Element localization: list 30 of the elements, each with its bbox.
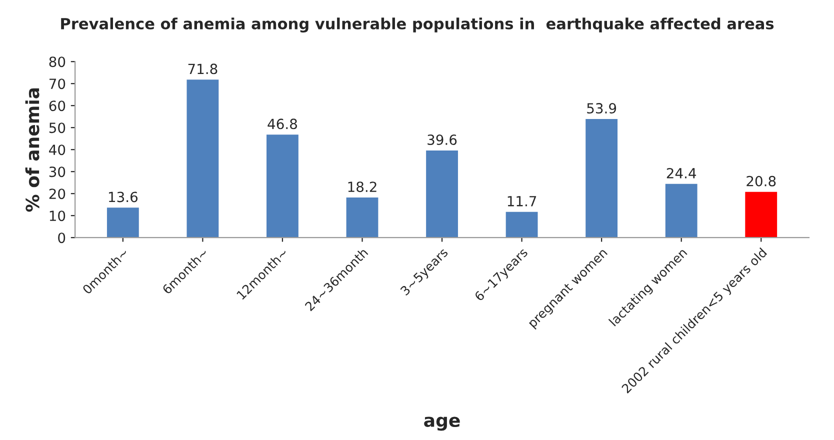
bar — [266, 134, 298, 238]
data-label: 71.8 — [188, 64, 218, 74]
bar — [186, 80, 219, 238]
bar — [506, 212, 538, 238]
data-label: 24.4 — [666, 168, 696, 178]
y-tick-label: 70 — [50, 78, 66, 90]
y-tick-label: 80 — [49, 56, 66, 68]
y-tick-label: 10 — [50, 210, 66, 222]
data-label: 11.7 — [508, 196, 536, 206]
bar — [426, 150, 458, 238]
bar — [745, 192, 778, 238]
data-label: 13.6 — [108, 192, 138, 202]
bar — [346, 198, 378, 238]
y-tick-label: 60 — [49, 100, 66, 112]
y-tick-label: 50 — [49, 122, 66, 134]
y-axis-title: % of anemia — [25, 88, 40, 212]
data-label: 18.2 — [348, 182, 376, 192]
bar — [665, 184, 698, 238]
chart-title: Prevalence of anemia among vulnerable populations in earthquake affected areas — [61, 18, 774, 33]
y-tick-label: 0 — [58, 232, 66, 244]
y-tick-label: 20 — [49, 188, 66, 200]
y-tick-label: 30 — [49, 166, 66, 178]
data-label: 53.9 — [587, 103, 616, 114]
data-label: 20.8 — [746, 176, 776, 186]
bar — [586, 119, 618, 238]
data-label: 46.8 — [268, 118, 297, 130]
bar — [106, 208, 139, 238]
x-axis-title: age — [424, 416, 460, 431]
y-tick-label: 40 — [49, 144, 66, 156]
data-label: 39.6 — [428, 134, 457, 146]
